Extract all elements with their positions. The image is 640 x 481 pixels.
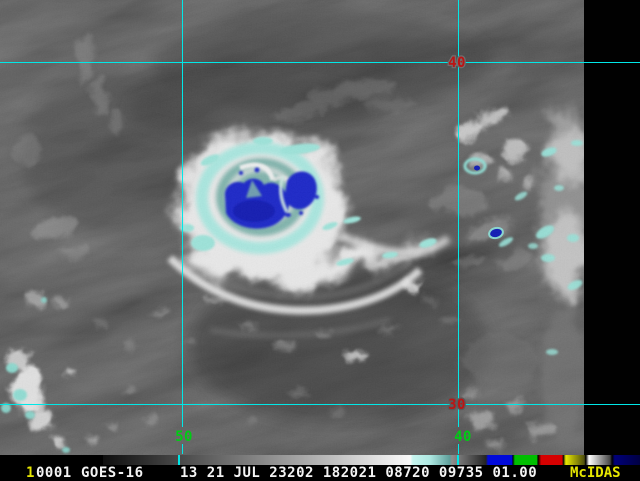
enhancement-colorbar bbox=[103, 455, 640, 465]
colorbar-tick bbox=[457, 455, 459, 465]
lat-label-30n: 30 bbox=[448, 397, 466, 413]
frame-number-label: 1 bbox=[26, 465, 35, 481]
image-id-label: 0001 bbox=[36, 465, 72, 481]
status-bar: 1 0001 GOES-16 13 21 JUL 23202 182021 08… bbox=[0, 455, 640, 480]
image-grain bbox=[0, 0, 640, 455]
satellite-name-label: GOES-16 bbox=[81, 465, 144, 481]
colorbar-tick bbox=[178, 455, 180, 465]
lon-label-40w: 40 bbox=[454, 429, 472, 445]
lat-label-40n: 40 bbox=[448, 55, 466, 71]
lon-label-50w: 50 bbox=[175, 429, 193, 445]
datetime-readout: 13 21 JUL 23202 182021 08720 09735 01.00 bbox=[180, 465, 538, 481]
satellite-image-canvas[interactable]: 40 30 50 40 bbox=[0, 0, 640, 455]
map-grid-overlay bbox=[0, 0, 640, 454]
mcidas-brand-label: McIDAS bbox=[570, 465, 621, 481]
no-data-region bbox=[584, 0, 640, 455]
